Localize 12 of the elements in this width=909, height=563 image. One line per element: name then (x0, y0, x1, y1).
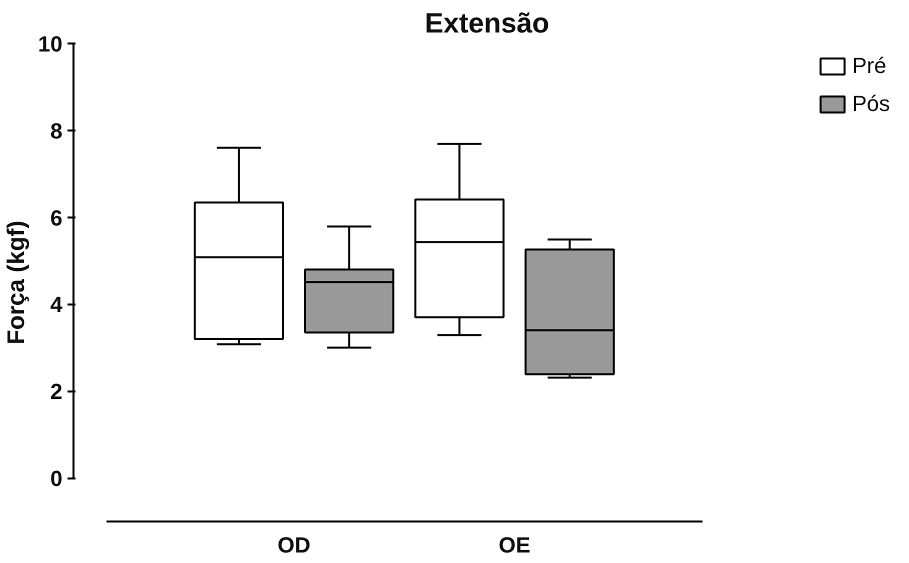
y-tick-label: 0 (50, 466, 63, 492)
y-tick-label: 4 (50, 292, 64, 318)
legend-label: Pós (852, 91, 890, 117)
y-tick-label: 10 (38, 32, 63, 56)
y-axis-title: Força (kgf) (3, 220, 30, 345)
legend-label: Pré (852, 53, 886, 79)
y-tick-label: 8 (50, 118, 63, 144)
y-tick-label: 2 (50, 379, 63, 404)
x-tick-label: OE (498, 532, 530, 558)
x-tick-label: OD (278, 532, 311, 558)
chart-title: Extensão (424, 8, 550, 38)
y-tick-label: 6 (50, 205, 63, 230)
